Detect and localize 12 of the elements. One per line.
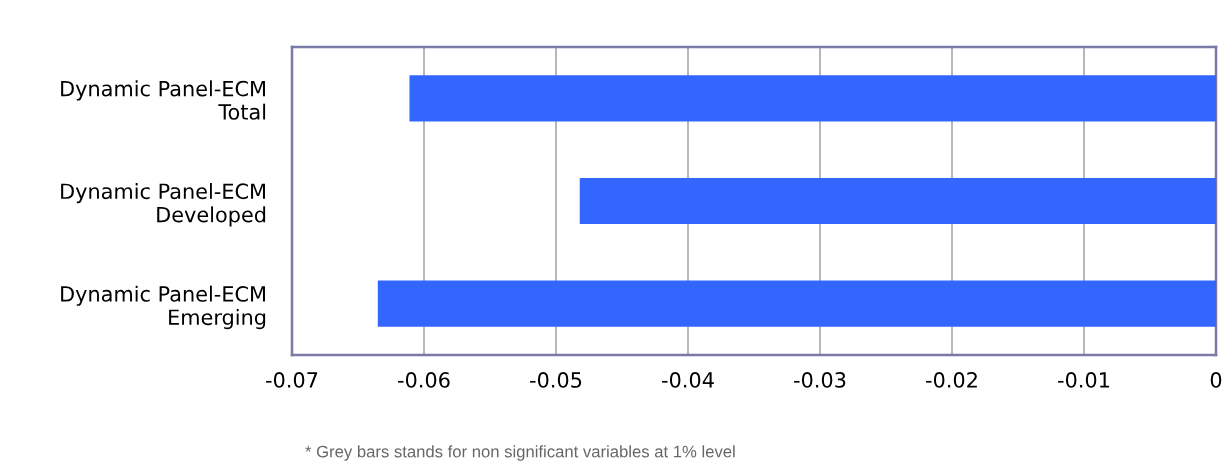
- text: * Grey bars stands for non significant variables at 1% level: [305, 445, 735, 461]
- x-tick-label: -0.04: [662, 372, 714, 388]
- x-tick-label: -0.02: [926, 372, 977, 388]
- x-tick-label: -0.05: [530, 372, 582, 388]
- x-tick-label: -0.07: [266, 372, 318, 388]
- x-tick-label: -0.03: [794, 372, 846, 388]
- x-tick-label: -0.06: [398, 372, 450, 388]
- x-tick-label: -0.01: [1058, 372, 1110, 388]
- x-tick-label: 0: [1210, 372, 1222, 388]
- y-tick-label: Dynamic Panel-ECM Developed: [61, 183, 266, 227]
- y-tick-label: Dynamic Panel-ECM Emerging: [61, 285, 266, 330]
- y-tick-label: Dynamic Panel-ECM Total: [61, 80, 266, 120]
